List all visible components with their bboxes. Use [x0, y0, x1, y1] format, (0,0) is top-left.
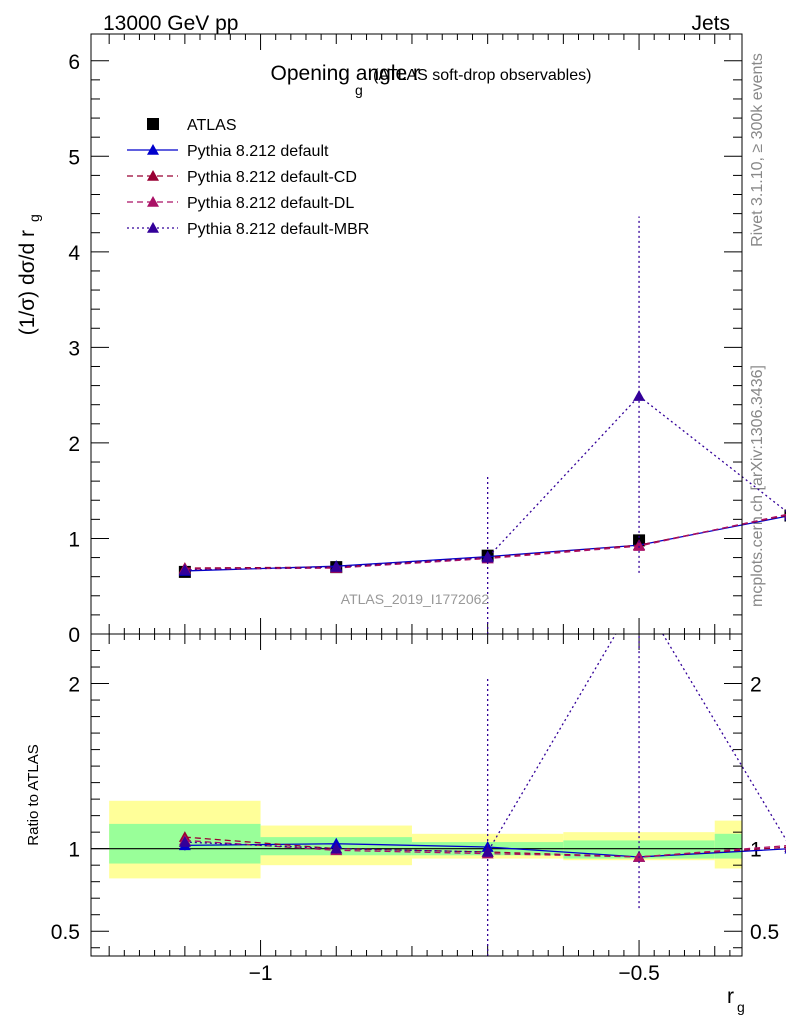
- mc-data-point: [481, 551, 494, 563]
- main-title-subscript: g: [355, 82, 363, 98]
- mc-data-point: [633, 540, 646, 551]
- ratio-data-point: [481, 845, 494, 857]
- ratio-panel-data: [91, 633, 786, 956]
- legend-label: Pythia 8.212 default-DL: [187, 195, 354, 212]
- legend-label: Pythia 8.212 default: [187, 143, 329, 160]
- legend-marker: [147, 222, 159, 233]
- ratio-y-tick-label: 2: [68, 674, 80, 697]
- legend-marker: [147, 118, 159, 130]
- x-axis-label-subscript: g: [737, 999, 745, 1015]
- y-tick-label: 5: [68, 146, 80, 169]
- legend-label: Pythia 8.212 default-MBR: [187, 221, 369, 238]
- y-tick-label: 3: [68, 337, 80, 360]
- ratio-data-point: [330, 842, 343, 854]
- legend: ATLAS Pythia 8.212 default Pythia 8.212 de…: [127, 117, 369, 238]
- main-title: Opening angle r: [271, 62, 420, 85]
- mcplots-label: mcplots.cern.ch [arXiv:1306.3436]: [749, 365, 766, 607]
- ratio-series-line: [184, 633, 617, 853]
- y-tick-label: 2: [68, 433, 80, 456]
- main-ylabel-subscript: g: [26, 214, 42, 222]
- uncertainty-band-inner: [714, 833, 742, 859]
- y-tick-label: 6: [68, 51, 80, 74]
- x-tick-label: −0.5: [618, 962, 659, 985]
- category-label: Jets: [691, 12, 730, 35]
- mc-data-point: [178, 563, 191, 575]
- legend-marker: [147, 196, 159, 207]
- y-tick-label: 4: [68, 242, 80, 265]
- ratio-series-line: [184, 843, 786, 858]
- energy-label: 13000 GeV pp: [103, 12, 238, 35]
- main-ylabel-text: (1/σ) dσ/d r: [16, 230, 39, 335]
- main-panel-data: [178, 216, 786, 634]
- legend-label: ATLAS: [187, 117, 237, 134]
- ratio-panel: 0.5 0.51 12 2−1 −0.5 Ratio to ATLAS r g: [25, 633, 786, 1015]
- mc-data-point: [330, 561, 343, 572]
- ratio-y-tick-label-right: 2: [750, 674, 762, 697]
- y-tick-label: 0: [68, 624, 80, 647]
- main-title-suffix: (ATLAS soft-drop observables): [373, 67, 591, 84]
- legend-label: Pythia 8.212 default-CD: [187, 169, 357, 186]
- mc-series-line: [184, 395, 786, 571]
- mc-data-point: [633, 390, 646, 401]
- ratio-ylabel: Ratio to ATLAS: [25, 744, 42, 845]
- x-tick-label: −1: [249, 962, 273, 985]
- legend-marker: [147, 170, 159, 181]
- x-axis-label: r: [727, 985, 734, 1008]
- ratio-bands: [109, 800, 742, 879]
- main-panel: 0 1 2 3 4 5 6 Opening angle r g (ATLAS soft-dr…: [16, 33, 786, 647]
- ratio-y-tick-label: 0.5: [51, 921, 80, 944]
- main-ylabel: (1/σ) dσ/d r g: [16, 214, 42, 335]
- ratio-y-tick-label-right: 0.5: [750, 921, 779, 944]
- rivet-label: Rivet 3.1.10, ≥ 300k events: [749, 53, 766, 247]
- ratio-series-line: [662, 633, 786, 841]
- ratio-data-point: [178, 836, 191, 847]
- analysis-label: ATLAS_2019_I1772062: [341, 591, 490, 607]
- y-tick-label: 1: [68, 528, 80, 551]
- ratio-panel-frame: [90, 633, 743, 957]
- main-panel-axis: 0 1 2 3 4 5 6: [68, 34, 742, 647]
- ratio-y-tick-label: 1: [68, 839, 80, 862]
- legend-marker: [147, 144, 159, 155]
